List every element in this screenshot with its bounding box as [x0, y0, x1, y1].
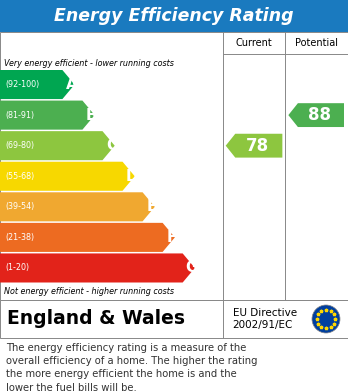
Text: C: C: [106, 138, 117, 153]
Bar: [0, 0, 348, 32]
Text: A: A: [66, 77, 78, 92]
Text: 78: 78: [245, 137, 269, 155]
Polygon shape: [0, 192, 155, 221]
Text: England & Wales: England & Wales: [7, 310, 185, 328]
Text: F: F: [167, 230, 177, 245]
Text: G: G: [185, 260, 198, 276]
Text: 88: 88: [308, 106, 331, 124]
Text: Potential: Potential: [295, 38, 338, 48]
Bar: [0, 300, 348, 338]
Text: The energy efficiency rating is a measure of the
overall efficiency of a home. T: The energy efficiency rating is a measur…: [6, 343, 258, 391]
Text: Very energy efficient - lower running costs: Very energy efficient - lower running co…: [4, 59, 174, 68]
Text: (55-68): (55-68): [5, 172, 34, 181]
Text: EU Directive
2002/91/EC: EU Directive 2002/91/EC: [233, 308, 297, 330]
Polygon shape: [226, 134, 282, 158]
Polygon shape: [0, 131, 115, 160]
Text: (21-38): (21-38): [5, 233, 34, 242]
Text: B: B: [86, 108, 97, 123]
Text: (1-20): (1-20): [5, 264, 29, 273]
Circle shape: [312, 305, 340, 333]
Text: (81-91): (81-91): [5, 111, 34, 120]
Polygon shape: [0, 70, 74, 99]
Polygon shape: [288, 103, 344, 127]
Text: Current: Current: [236, 38, 272, 48]
Text: (39-54): (39-54): [5, 202, 34, 211]
Bar: [0, 32, 348, 300]
Text: (92-100): (92-100): [5, 80, 39, 89]
Text: D: D: [125, 169, 138, 184]
Text: Energy Efficiency Rating: Energy Efficiency Rating: [54, 7, 294, 25]
Polygon shape: [0, 223, 175, 252]
Text: (69-80): (69-80): [5, 141, 34, 150]
Text: E: E: [147, 199, 157, 214]
Polygon shape: [0, 253, 195, 283]
Text: Not energy efficient - higher running costs: Not energy efficient - higher running co…: [4, 287, 174, 296]
Polygon shape: [0, 100, 95, 130]
Polygon shape: [0, 162, 135, 191]
